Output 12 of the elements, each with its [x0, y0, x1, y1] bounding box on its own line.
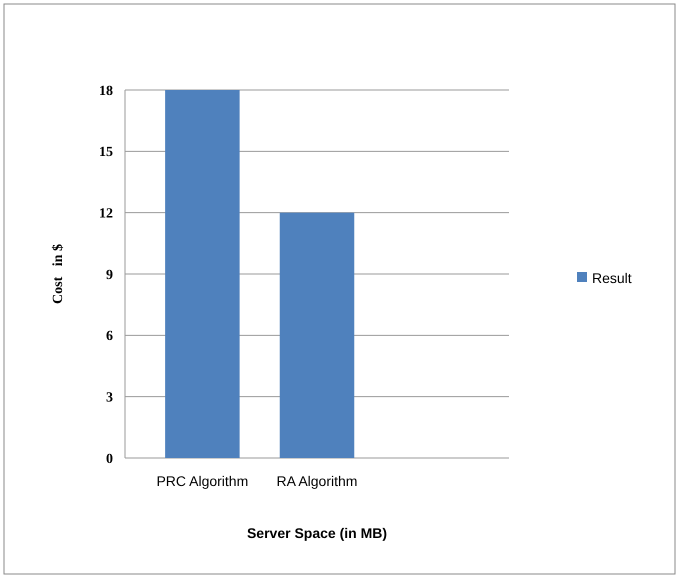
x-tick-label: PRC Algorithm [156, 473, 248, 489]
y-tick-label: 18 [99, 84, 113, 99]
y-tick-label: 12 [99, 206, 113, 222]
y-tick-label: 15 [99, 145, 113, 160]
y-tick-label: 3 [106, 390, 113, 406]
legend-label: Result [592, 270, 632, 286]
x-axis-title: Server Space (in MB) [246, 525, 388, 541]
x-tick-label: RA Algorithm [276, 473, 358, 489]
y-axis-title: Cost in $ [51, 244, 66, 304]
y-tick-label: 6 [106, 329, 113, 344]
y-tick-label: 9 [106, 268, 113, 283]
y-tick-label: 0 [106, 452, 113, 467]
